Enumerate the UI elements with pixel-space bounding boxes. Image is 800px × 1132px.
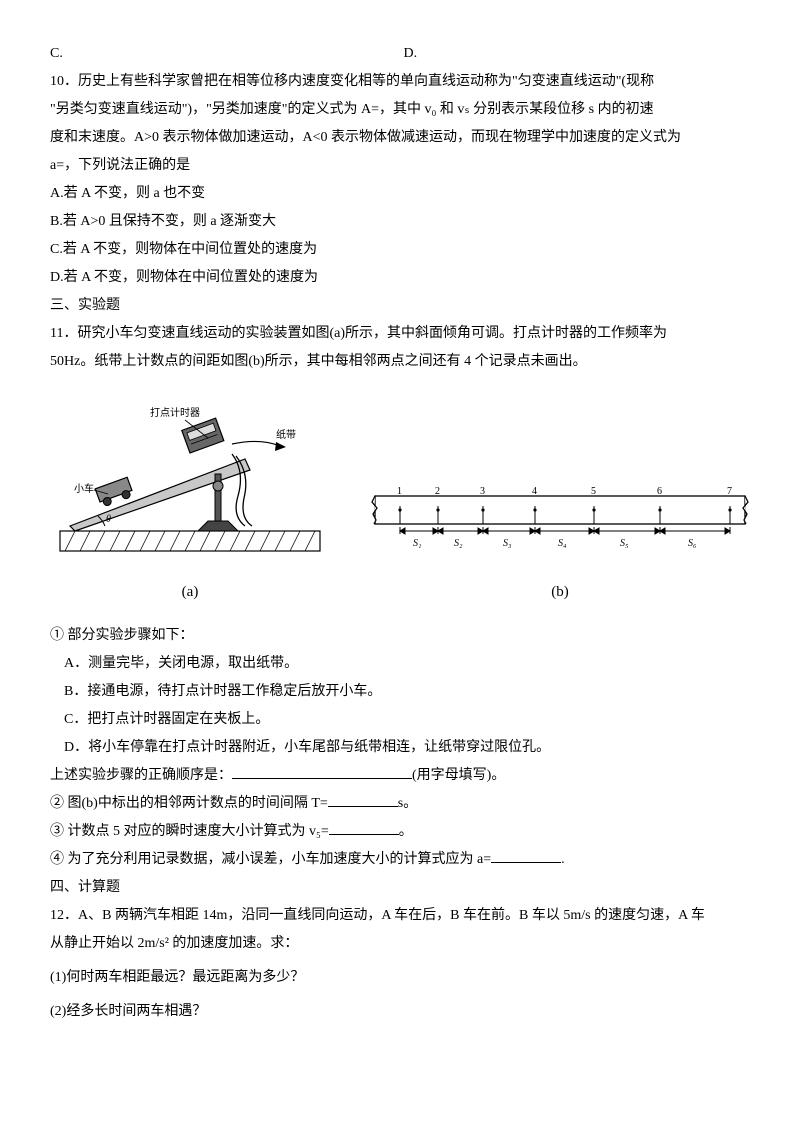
q9-opt-d: D.: [404, 46, 418, 61]
q12-number: 12．: [50, 908, 78, 923]
q10-stem-line4: a=，下列说法正确的是: [50, 152, 750, 180]
q10-s1: 历史上有些科学家曾把在相等位移内速度变化相等的单向直线运动称为"匀变速直线运动"…: [78, 74, 654, 89]
blank-v5[interactable]: [329, 821, 399, 835]
q10-stem-line1: 10．历史上有些科学家曾把在相等位移内速度变化相等的单向直线运动称为"匀变速直线…: [50, 68, 750, 96]
q12-stem-line1: 12．A、B 两辆汽车相距 14m，沿同一直线同向运动，A 车在后，B 车在前。…: [50, 902, 750, 930]
q11-number: 11．: [50, 326, 77, 341]
q11-p1-d: D．将小车停靠在打点计时器附近，小车尾部与纸带相连，让纸带穿过限位孔。: [50, 734, 750, 762]
q11-p1-c: C．把打点计时器固定在夹板上。: [50, 706, 750, 734]
q11-p1-order-post: (用字母填写)。: [412, 768, 505, 783]
q11-p2-pre: ② 图(b)中标出的相邻两计数点的时间间隔 T=: [50, 796, 328, 811]
svg-text:2: 2: [435, 486, 440, 497]
q11-stem-line1: 11．研究小车匀变速直线运动的实验装置如图(a)所示，其中斜面倾角可调。打点计时…: [50, 320, 750, 348]
q12-stem-line2: 从静止开始以 2m/s² 的加速度加速。求：: [50, 930, 750, 958]
q9-opt-c: C.: [50, 40, 400, 68]
fig-a-svg: 打点计时器 小车 纸带 θ: [50, 396, 330, 556]
q11-s1: 研究小车匀变速直线运动的实验装置如图(a)所示，其中斜面倾角可调。打点计时器的工…: [77, 326, 667, 341]
fig-b-segments: [400, 527, 730, 534]
fig-a-label: (a): [50, 577, 330, 607]
q11-p1-b: B．接通电源，待打点计时器工作稳定后放开小车。: [50, 678, 750, 706]
svg-text:S₁: S₁: [413, 538, 421, 549]
q10-opt-c: C.若 A 不变，则物体在中间位置处的速度为: [50, 236, 750, 264]
fig-a-tape-label: 纸带: [276, 428, 296, 441]
fig-a-cart-label: 小车: [74, 482, 94, 495]
q11-p4: ④ 为了充分利用记录数据，减小误差，小车加速度大小的计算式应为 a=.: [50, 846, 750, 874]
blank-a[interactable]: [491, 849, 561, 863]
q12-s1: A、B 两辆汽车相距 14m，沿同一直线同向运动，A 车在后，B 车在前。B 车…: [78, 908, 705, 923]
section4-title: 四、计算题: [50, 874, 750, 902]
q11-p1-a: A．测量完毕，关闭电源，取出纸带。: [50, 650, 750, 678]
q11-p4-post: .: [561, 852, 565, 867]
q11-p2-post: s。: [398, 796, 417, 811]
fig-a-theta: θ: [106, 514, 111, 525]
fig-a-timer-label: 打点计时器: [150, 406, 200, 419]
q11-p4-pre: ④ 为了充分利用记录数据，减小误差，小车加速度大小的计算式应为 a=: [50, 852, 491, 867]
svg-text:S₃: S₃: [503, 538, 512, 549]
q10-opt-a: A.若 A 不变，则 a 也不变: [50, 180, 750, 208]
svg-text:3: 3: [480, 486, 485, 497]
svg-text:S₆: S₆: [688, 538, 697, 549]
svg-text:6: 6: [657, 486, 662, 497]
svg-text:S₂: S₂: [454, 538, 463, 549]
q10-opt-b: B.若 A>0 且保持不变，则 a 逐渐变大: [50, 208, 750, 236]
svg-text:1: 1: [397, 486, 402, 497]
svg-text:7: 7: [727, 486, 732, 497]
fig-b-svg: 1 2 3 4 5 6 7 S₁: [370, 476, 750, 556]
q10-opt-d: D.若 A 不变，则物体在中间位置处的速度为: [50, 264, 750, 292]
figure-b: 1 2 3 4 5 6 7 S₁: [370, 476, 750, 567]
figure-a: 打点计时器 小车 纸带 θ: [50, 396, 330, 567]
q11-p1-lead: ① 部分实验步骤如下：: [50, 622, 750, 650]
svg-text:S₄: S₄: [558, 538, 567, 549]
svg-text:5: 5: [591, 486, 596, 497]
q9-options-row: C. D.: [50, 40, 750, 68]
blank-order[interactable]: [232, 765, 412, 779]
section3-title: 三、实验题: [50, 292, 750, 320]
fig-b-label: (b): [370, 577, 750, 607]
svg-text:S₅: S₅: [620, 538, 629, 549]
q11-p1-order: 上述实验步骤的正确顺序是： (用字母填写)。: [50, 762, 750, 790]
q11-stem-line2: 50Hz。纸带上计数点的间距如图(b)所示，其中每相邻两点之间还有 4 个记录点…: [50, 348, 750, 376]
q10-number: 10．: [50, 74, 78, 89]
q10-stem-line3: 度和末速度。A>0 表示物体做加速运动，A<0 表示物体做减速运动，而现在物理学…: [50, 124, 750, 152]
q12-sub1: (1)何时两车相距最远？最远距离为多少？: [50, 964, 750, 992]
figure-labels-row: (a) (b): [50, 577, 750, 607]
q10-stem-line2: "另类匀变速直线运动")，"另类加速度"的定义式为 A=，其中 v₀ 和 vₛ …: [50, 96, 750, 124]
figures-row: 打点计时器 小车 纸带 θ 1 2 3 4 5 6 7: [50, 396, 750, 567]
blank-t[interactable]: [328, 793, 398, 807]
q11-p3-pre: ③ 计数点 5 对应的瞬时速度大小计算式为 v₅=: [50, 824, 329, 839]
q12-sub2: (2)经多长时间两车相遇？: [50, 998, 750, 1026]
q11-p3: ③ 计数点 5 对应的瞬时速度大小计算式为 v₅= 。: [50, 818, 750, 846]
q11-p2: ② 图(b)中标出的相邻两计数点的时间间隔 T= s。: [50, 790, 750, 818]
svg-text:4: 4: [532, 486, 537, 497]
q11-p1-order-pre: 上述实验步骤的正确顺序是：: [50, 768, 232, 783]
q11-p3-post: 。: [399, 824, 413, 839]
